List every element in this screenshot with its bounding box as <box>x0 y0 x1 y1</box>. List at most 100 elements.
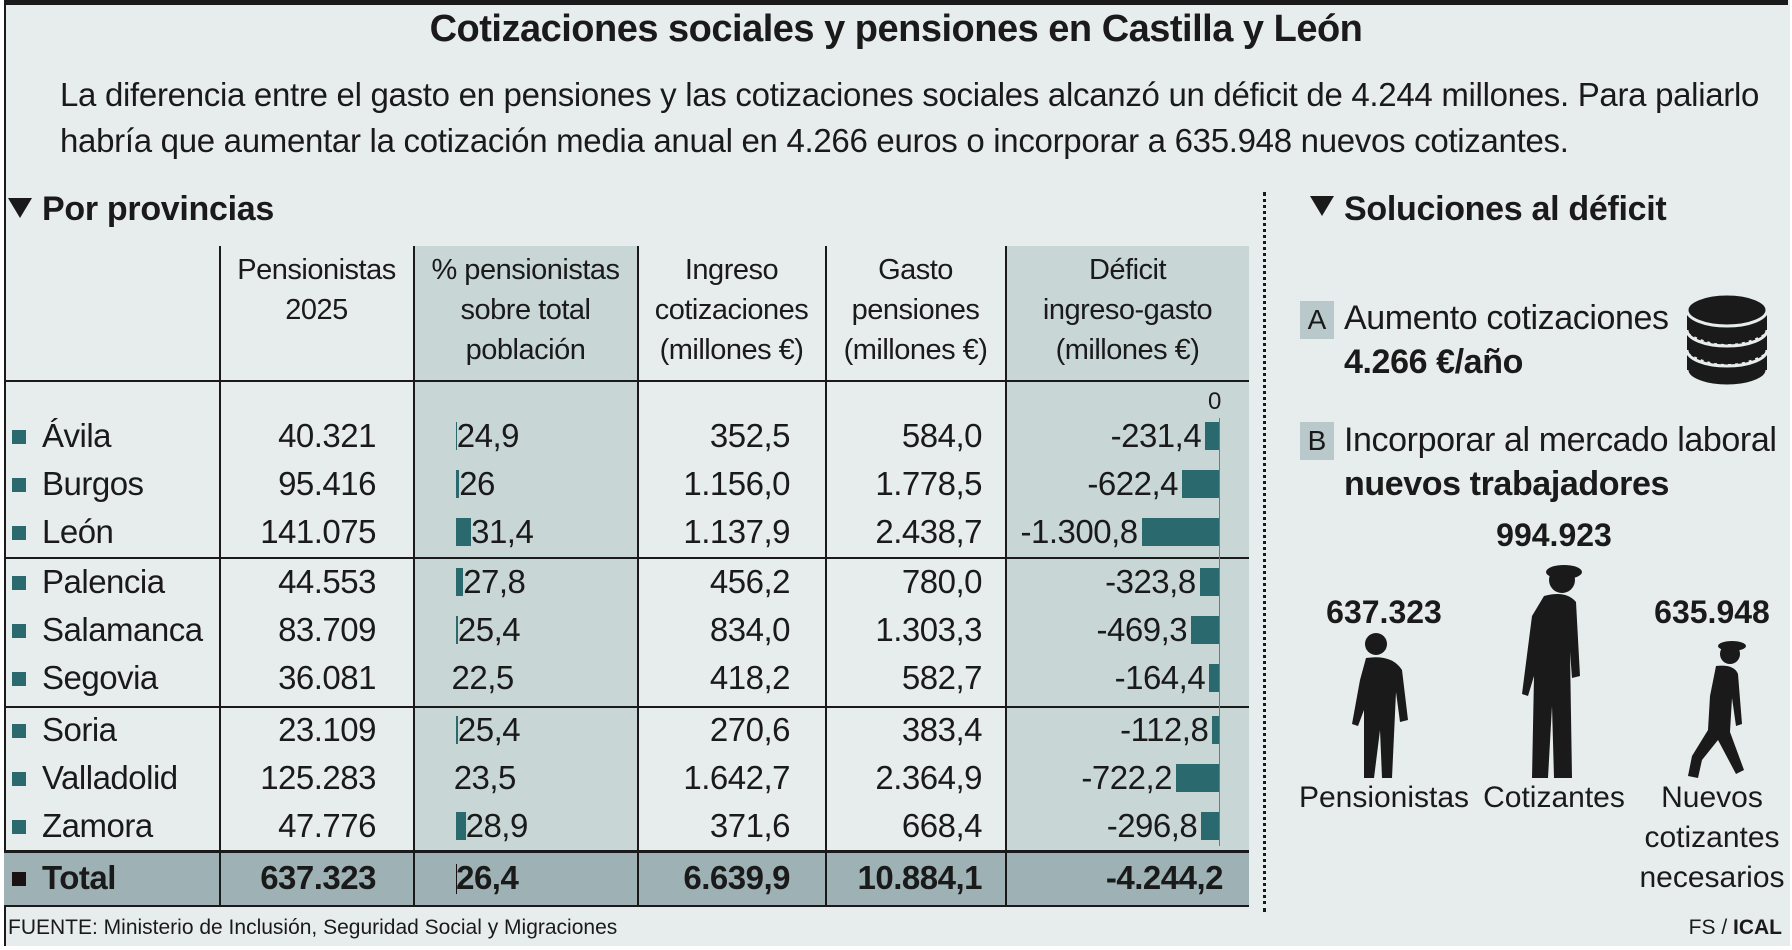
deficit-zero-label: 0 <box>1208 388 1222 415</box>
deficit-bar <box>1176 764 1219 792</box>
deficit-value: -722,2 <box>1081 759 1172 796</box>
gasto-value: 582,7 <box>901 659 983 696</box>
col-header-gasto: Gasto pensiones (millones €) <box>843 254 988 366</box>
solution-a-value: 4.266 €/año <box>1344 343 1523 381</box>
triangle-down-icon <box>8 198 32 218</box>
contributors-count: 994.923 <box>1496 517 1612 553</box>
coins-icon <box>1685 292 1769 388</box>
total-label: Total <box>42 859 116 896</box>
pct-value: 25,4 <box>457 711 521 748</box>
pensioners-value: 23.109 <box>278 711 376 748</box>
row-bullet <box>12 724 26 738</box>
pct-bar <box>456 470 460 498</box>
pensioners-value: 47.776 <box>278 807 376 844</box>
pct-bar <box>456 716 458 744</box>
top-rule <box>4 0 1788 5</box>
section-title-solutions: Soluciones al déficit <box>1344 190 1667 228</box>
total-deficit: -4.244,2 <box>1105 859 1224 896</box>
ingreso-value: 834,0 <box>709 611 791 648</box>
province-name: Salamanca <box>42 611 203 648</box>
pct-bar <box>456 616 458 644</box>
credit: FS / ICAL <box>1689 916 1782 940</box>
column-divider <box>637 246 639 905</box>
contributors-label: Cotizantes <box>1483 781 1625 814</box>
row-bullet <box>12 772 26 786</box>
province-name: Palencia <box>42 563 165 600</box>
total-row-band <box>4 853 1249 905</box>
group-rule <box>4 557 1249 559</box>
deficit-value: -323,8 <box>1105 563 1196 600</box>
pensioners-value: 36.081 <box>278 659 376 696</box>
province-name: León <box>42 513 114 550</box>
deficit-value: -622,4 <box>1087 465 1178 502</box>
new-contributor-figure-icon <box>1688 641 1746 778</box>
pct-value: 24,9 <box>456 417 520 454</box>
pct-bar <box>456 812 466 840</box>
pensioner-figure-icon <box>1352 633 1408 778</box>
solution-b-value: nuevos trabajadores <box>1344 465 1669 503</box>
deficit-bar <box>1209 664 1219 692</box>
credit-prefix: FS / <box>1688 916 1733 939</box>
row-bullet <box>12 430 26 444</box>
pct-bar <box>456 422 457 450</box>
ingreso-value: 352,5 <box>709 417 791 454</box>
pensioners-value: 95.416 <box>278 465 376 502</box>
pensioners-label: Pensionistas <box>1298 781 1470 814</box>
pct-value: 31,4 <box>471 513 534 550</box>
deficit-value: -296,8 <box>1106 807 1198 844</box>
row-bullet <box>12 478 26 492</box>
pct-value: 22,5 <box>451 659 515 696</box>
total-pct: 26,4 <box>456 859 519 896</box>
deficit-bar <box>1141 518 1219 546</box>
province-name: Ávila <box>42 417 112 454</box>
deficit-zero-axis <box>1219 418 1220 846</box>
pct-value: 23,5 <box>453 759 517 796</box>
deficit-bar <box>1205 422 1219 450</box>
deficit-value: -164,4 <box>1114 659 1206 696</box>
col-header-ingreso: Ingreso cotizaciones (millones €) <box>654 254 809 366</box>
row-bullet <box>12 672 26 686</box>
column-shade <box>414 246 638 854</box>
new-contributors-label: Nuevos cotizantes necesarios <box>1639 781 1785 894</box>
deficit-value: -231,4 <box>1110 417 1202 454</box>
ingreso-value: 418,2 <box>709 659 791 696</box>
column-divider <box>825 246 827 905</box>
header-rule <box>4 380 1249 382</box>
source-note: FUENTE: Ministerio de Inclusión, Segurid… <box>8 916 618 939</box>
ingreso-value: 1.642,7 <box>683 759 790 796</box>
col-header-deficit: Déficit ingreso-gasto (millones €) <box>1042 254 1213 366</box>
pct-value: 28,9 <box>465 807 529 844</box>
contributor-figure-icon <box>1522 565 1582 778</box>
total-gasto: 10.884,1 <box>857 859 983 896</box>
gasto-value: 668,4 <box>901 807 983 844</box>
ingreso-value: 270,6 <box>709 711 791 748</box>
chart-title: Cotizaciones sociales y pensiones en Cas… <box>429 8 1363 50</box>
pct-value: 27,8 <box>463 563 526 600</box>
gasto-value: 383,4 <box>901 711 983 748</box>
deficit-bar <box>1182 470 1219 498</box>
column-divider <box>219 246 221 905</box>
column-divider <box>413 246 415 905</box>
total-pensioners: 637.323 <box>260 859 376 896</box>
section-divider <box>1263 192 1266 912</box>
pct-bar <box>456 518 472 546</box>
pct-value: 26 <box>459 465 495 502</box>
ingreso-value: 456,2 <box>709 563 791 600</box>
pensioners-count: 637.323 <box>1326 594 1442 630</box>
row-bullet <box>12 624 26 638</box>
row-bullet <box>12 820 26 834</box>
deficit-value: -1.300,8 <box>1020 513 1139 550</box>
gasto-value: 1.778,5 <box>875 465 982 502</box>
row-bullet <box>12 576 26 590</box>
pensioners-value: 40.321 <box>278 417 376 454</box>
total-ingreso: 6.639,9 <box>683 859 790 896</box>
deficit-bar <box>1201 812 1219 840</box>
gasto-value: 2.364,9 <box>875 759 982 796</box>
pct-bar <box>456 568 464 596</box>
row-bullet <box>12 526 26 540</box>
bottom-rule <box>4 905 1249 907</box>
solution-a-text: Aumento cotizaciones <box>1344 299 1669 337</box>
deficit-bar <box>1191 616 1219 644</box>
gasto-value: 584,0 <box>901 417 983 454</box>
column-divider <box>1005 246 1007 905</box>
